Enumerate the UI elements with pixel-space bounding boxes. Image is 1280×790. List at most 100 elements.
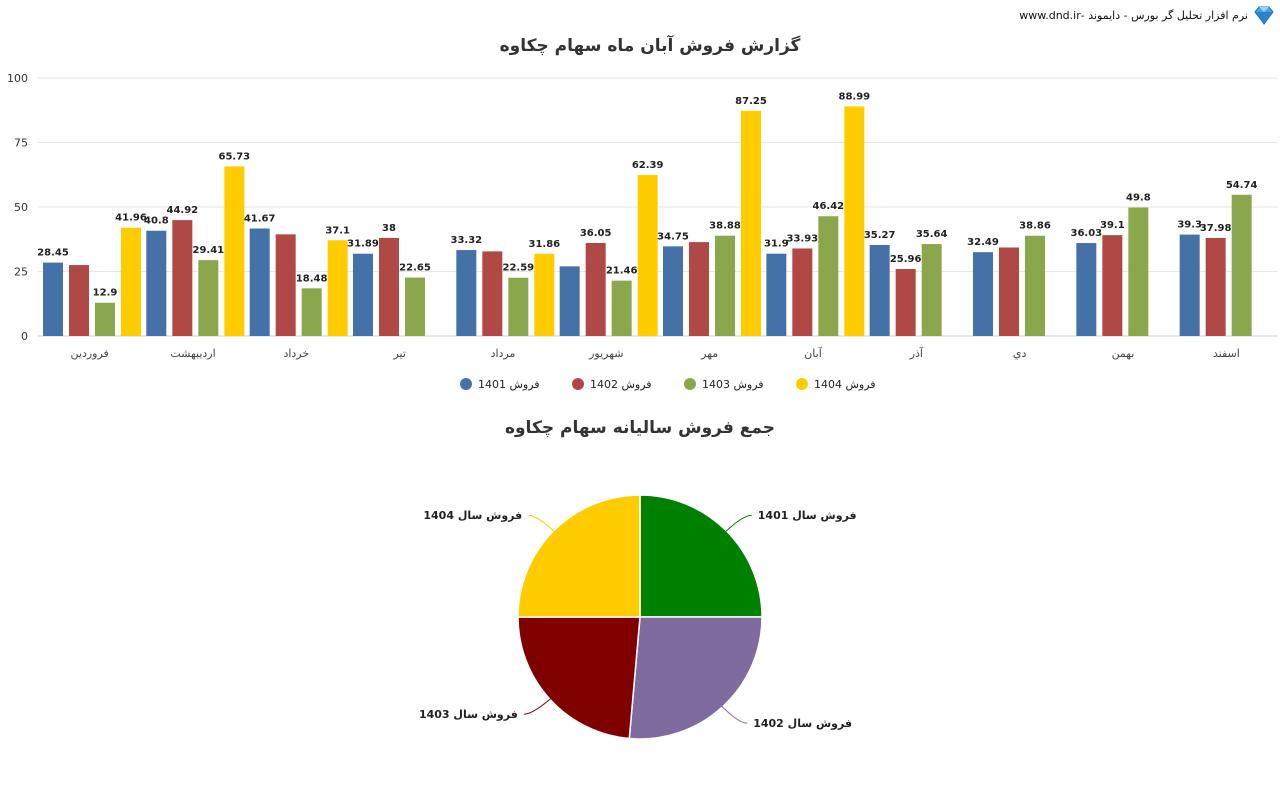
y-tick-label: 50 <box>14 201 28 214</box>
data-label: 22.65 <box>399 263 431 274</box>
diamond-icon <box>1254 6 1274 25</box>
pie-slice <box>628 616 763 740</box>
bar <box>741 110 761 336</box>
data-label: 40.8 <box>144 216 169 227</box>
x-tick-label: آذر <box>909 346 924 360</box>
data-label: 34.75 <box>657 231 689 242</box>
pie-chart-title: جمع فروش ساليانه سهام چکاوه <box>504 418 776 438</box>
bar <box>275 234 296 336</box>
data-label: 38 <box>382 223 396 234</box>
bar <box>637 175 658 336</box>
bar <box>224 166 245 336</box>
bar <box>456 250 477 336</box>
bar <box>689 242 709 336</box>
bar <box>405 277 425 336</box>
x-tick-label: ارديبهشت <box>170 347 215 360</box>
pie-leader-line <box>716 700 748 724</box>
bar <box>792 248 813 336</box>
bar <box>353 253 373 336</box>
data-label: 39.1 <box>1100 220 1125 231</box>
bar <box>973 252 993 336</box>
data-label: 46.42 <box>813 201 845 212</box>
x-tick-label: خرداد <box>283 347 309 360</box>
legend-label: فروش 1402 <box>590 378 652 391</box>
data-label: 21.46 <box>606 266 638 277</box>
x-tick-label: بهمن <box>1112 347 1135 360</box>
pie-label: فروش سال 1402 <box>753 717 852 730</box>
pie-chart: فروش سال 1401 فروش سال 1402 فروش سال 1403 ف… <box>419 494 857 740</box>
bar-chart-title: گزارش فروش آبان ماه سهام چکاوه <box>499 36 801 56</box>
data-label: 87.25 <box>735 96 767 107</box>
pie-slice <box>517 616 641 740</box>
bar <box>869 245 890 336</box>
bar <box>43 262 63 336</box>
data-label: 31.86 <box>529 239 561 250</box>
x-tick-label: مرداد <box>491 347 516 360</box>
bar <box>301 288 322 336</box>
bar <box>1231 194 1252 336</box>
bar-chart: 0 25 50 75 100 28.45 12.9 41.96 فروردين 40.844.92… <box>7 72 1278 360</box>
legend-label: فروش 1401 <box>478 378 540 391</box>
x-tick-label: اسفند <box>1213 347 1240 360</box>
data-label: 41.67 <box>244 213 276 224</box>
data-label: 33.93 <box>787 233 819 244</box>
legend-marker <box>796 378 808 390</box>
bar <box>921 244 942 336</box>
x-tick-label: دي <box>1013 347 1027 360</box>
bar <box>508 277 529 336</box>
data-label: 49.8 <box>1126 193 1151 204</box>
bar <box>1025 235 1045 336</box>
data-label: 35.64 <box>916 229 948 240</box>
bar <box>895 269 916 336</box>
data-label: 25.96 <box>890 254 922 265</box>
data-label: 36.03 <box>1071 228 1103 239</box>
bar <box>844 106 865 337</box>
data-label: 65.73 <box>219 151 251 162</box>
y-tick-label: 0 <box>21 330 28 343</box>
data-label: 31.9 <box>764 239 789 250</box>
y-tick-label: 100 <box>7 72 28 85</box>
data-label: 88.99 <box>839 91 871 102</box>
bar <box>121 227 141 336</box>
y-tick-label: 25 <box>14 266 28 279</box>
bar <box>585 242 606 336</box>
pie-label: فروش سال 1404 <box>423 509 522 522</box>
bar <box>715 235 735 336</box>
brand-text: نرم افزار تحلیل گر بورس - دایموند -www.d… <box>1019 8 1248 22</box>
bar <box>95 302 115 336</box>
data-label: 37.1 <box>325 225 350 236</box>
brand-header: نرم افزار تحلیل گر بورس - دایموند -www.d… <box>1019 4 1274 26</box>
data-label: 38.88 <box>709 221 741 232</box>
chart-legend: فروش 1401 فروش 1402 فروش 1403 فروش 1404 <box>460 378 876 391</box>
data-label: 28.45 <box>37 248 69 259</box>
data-label: 32.49 <box>967 237 999 248</box>
legend-label: فروش 1404 <box>814 378 876 391</box>
data-label: 62.39 <box>632 160 664 171</box>
bar <box>663 246 683 336</box>
bar <box>327 240 348 336</box>
bar <box>611 280 632 336</box>
data-label: 37.98 <box>1200 223 1232 234</box>
data-label: 36.05 <box>580 228 612 239</box>
bar <box>766 253 787 336</box>
y-tick-label: 75 <box>14 137 28 150</box>
pie-label: فروش سال 1401 <box>758 509 857 522</box>
x-tick-label: تير <box>392 347 405 360</box>
bar <box>146 230 167 336</box>
bar <box>999 247 1019 336</box>
bar <box>379 237 399 336</box>
bar <box>1205 238 1226 336</box>
data-label: 33.32 <box>451 235 483 246</box>
x-tick-label: فروردين <box>71 347 109 360</box>
bar <box>249 228 270 336</box>
bar <box>482 251 503 336</box>
legend-marker <box>572 378 584 390</box>
data-label: 31.89 <box>347 239 379 250</box>
data-label: 12.9 <box>93 288 118 299</box>
bar <box>534 253 555 336</box>
pie-label: فروش سال 1403 <box>419 708 518 721</box>
legend-marker <box>460 378 472 390</box>
data-label: 29.41 <box>193 245 225 256</box>
data-label: 22.59 <box>503 263 535 274</box>
bar <box>1076 243 1097 336</box>
